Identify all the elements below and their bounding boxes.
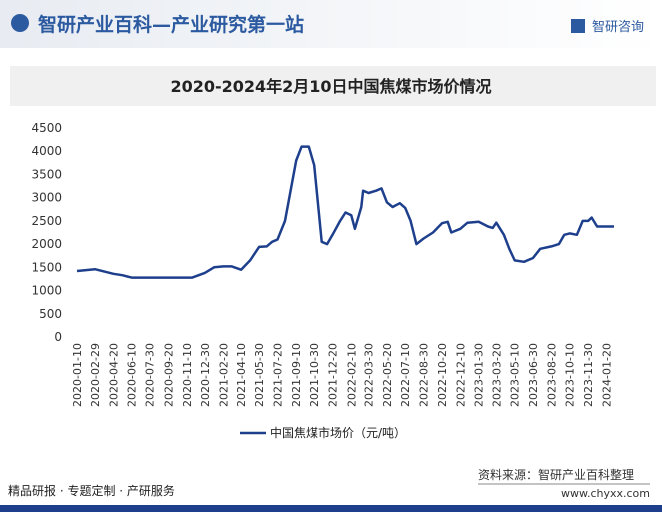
y-tick-label: 0 <box>54 330 62 344</box>
logo <box>11 14 29 32</box>
y-tick-label: 4500 <box>31 121 62 135</box>
y-tick-label: 1500 <box>31 260 62 274</box>
x-tick-label: 2023-03-20 <box>490 343 503 407</box>
x-tick-label: 2021-02-20 <box>217 343 230 407</box>
x-tick-label: 2020-11-10 <box>181 343 194 407</box>
x-tick-label: 2021-05-30 <box>253 343 266 407</box>
x-tick-label: 2020-06-10 <box>126 343 139 407</box>
header-bar <box>0 0 662 48</box>
x-tick-label: 2023-05-10 <box>509 343 522 407</box>
y-tick-label: 4000 <box>31 144 62 158</box>
x-tick-label: 2022-03-30 <box>363 343 376 407</box>
services: 精品研报 · 专题定制 · 产研服务 <box>8 483 175 498</box>
x-tick-label: 2021-10-30 <box>308 343 321 407</box>
x-tick-label: 2021-04-10 <box>235 343 248 407</box>
x-tick-label: 2023-11-30 <box>582 343 595 407</box>
y-tick-label: 2000 <box>31 237 62 251</box>
x-tick-label: 2020-07-30 <box>144 343 157 407</box>
x-tick-label: 2020-04-20 <box>107 343 120 407</box>
x-tick-label: 2022-12-10 <box>454 343 467 407</box>
x-tick-label: 2022-10-20 <box>436 343 449 407</box>
x-tick-label: 2020-02-29 <box>89 343 102 407</box>
x-tick-label: 2021-12-20 <box>327 343 340 407</box>
x-tick-label: 2023-06-30 <box>527 343 540 407</box>
x-tick-label: 2023-10-10 <box>564 343 577 407</box>
x-tick-label: 2022-07-10 <box>399 343 412 407</box>
brand: 智研咨询 <box>592 20 644 35</box>
legend-label: 中国焦煤市场价（元/吨） <box>270 425 406 440</box>
x-tick-label: 2023-01-30 <box>473 343 486 407</box>
y-tick-label: 3500 <box>31 167 62 181</box>
x-tick-label: 2024-01-20 <box>600 343 613 407</box>
brand-logo <box>571 19 585 33</box>
title-band <box>10 66 656 106</box>
website: www.chyxx.com <box>561 487 650 500</box>
x-tick-label: 2020-01-10 <box>71 343 84 407</box>
x-tick-label: 2023-08-20 <box>545 343 558 407</box>
x-tick-label: 2020-12-30 <box>199 343 212 407</box>
header-title: 智研产业百科—产业研究第一站 <box>38 13 304 36</box>
y-tick-label: 1000 <box>31 284 62 298</box>
x-tick-label: 2022-02-10 <box>345 343 358 407</box>
line-series <box>76 145 614 279</box>
x-tick-label: 2020-09-20 <box>162 343 175 407</box>
footer-bar <box>0 505 662 512</box>
x-tick-label: 2021-09-10 <box>290 343 303 407</box>
y-tick-label: 2500 <box>31 214 62 228</box>
source: 资料来源：智研产业百科整理 <box>478 467 634 482</box>
y-tick-label: 500 <box>39 307 62 321</box>
y-tick-label: 3000 <box>31 191 62 205</box>
chart-title: 2020-2024年2月10日中国焦煤市场价情况 <box>170 77 491 96</box>
x-tick-label: 2022-08-30 <box>418 343 431 407</box>
x-tick-label: 2022-05-20 <box>381 343 394 407</box>
x-tick-label: 2021-07-20 <box>271 343 284 407</box>
